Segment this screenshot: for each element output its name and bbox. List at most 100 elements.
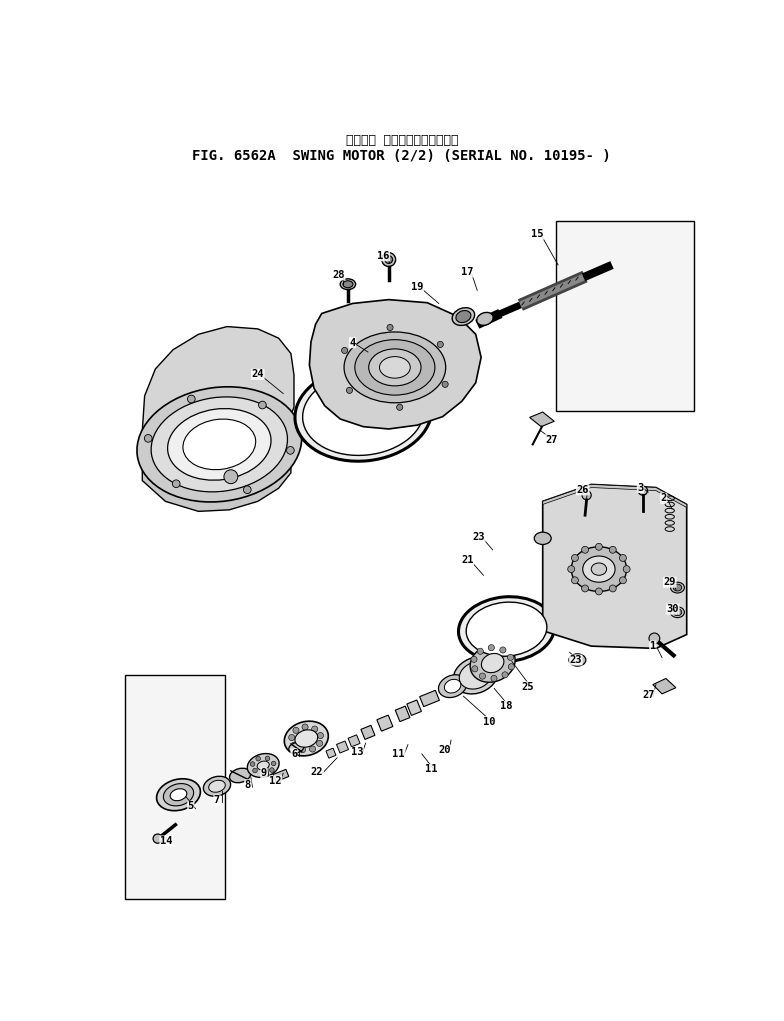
Polygon shape [336, 741, 349, 753]
Text: FIG. 6562A  SWING MOTOR (2/2) (SERIAL NO. 10195- ): FIG. 6562A SWING MOTOR (2/2) (SERIAL NO.… [192, 149, 612, 163]
Ellipse shape [289, 742, 304, 753]
Circle shape [342, 347, 348, 353]
Ellipse shape [438, 675, 466, 697]
Circle shape [291, 742, 297, 748]
Circle shape [153, 834, 162, 843]
Circle shape [293, 727, 299, 733]
Circle shape [244, 486, 251, 493]
Ellipse shape [170, 789, 187, 800]
Ellipse shape [355, 340, 435, 395]
Ellipse shape [163, 783, 194, 806]
Ellipse shape [368, 349, 421, 386]
Polygon shape [556, 222, 695, 411]
Circle shape [270, 768, 274, 772]
Text: 2: 2 [660, 493, 666, 503]
Circle shape [582, 585, 589, 592]
Text: 23: 23 [569, 655, 582, 665]
Text: スイング モータ　　　適用号機: スイング モータ 適用号機 [346, 134, 458, 147]
Circle shape [318, 732, 324, 738]
Ellipse shape [670, 582, 684, 593]
Circle shape [596, 543, 602, 550]
Text: 23: 23 [473, 532, 485, 542]
Text: 10: 10 [483, 717, 495, 727]
Text: 27: 27 [642, 689, 655, 699]
Ellipse shape [569, 653, 586, 666]
Circle shape [302, 724, 308, 730]
Circle shape [568, 566, 575, 573]
Ellipse shape [343, 281, 353, 288]
Circle shape [311, 726, 318, 732]
Circle shape [259, 401, 267, 408]
Text: 25: 25 [522, 682, 535, 692]
Circle shape [347, 387, 353, 393]
Circle shape [572, 577, 579, 584]
Circle shape [310, 746, 316, 752]
Polygon shape [407, 700, 422, 716]
Text: 26: 26 [576, 485, 589, 495]
Ellipse shape [583, 556, 615, 582]
Ellipse shape [673, 584, 682, 591]
Polygon shape [395, 707, 410, 722]
Polygon shape [310, 299, 481, 429]
Polygon shape [653, 679, 676, 694]
Polygon shape [273, 769, 289, 782]
Text: 22: 22 [310, 767, 323, 777]
Ellipse shape [477, 312, 493, 326]
Text: 30: 30 [666, 604, 679, 615]
Text: 17: 17 [461, 266, 474, 277]
Polygon shape [348, 735, 360, 746]
Circle shape [638, 486, 648, 495]
Text: 15: 15 [531, 229, 543, 239]
Ellipse shape [470, 644, 515, 682]
Polygon shape [361, 725, 375, 739]
Ellipse shape [137, 387, 302, 502]
Circle shape [508, 664, 514, 670]
Text: 24: 24 [252, 370, 264, 380]
Ellipse shape [534, 532, 551, 544]
Ellipse shape [459, 596, 554, 662]
Circle shape [619, 577, 626, 584]
Text: 11: 11 [425, 765, 437, 774]
Circle shape [286, 446, 294, 454]
Ellipse shape [303, 372, 424, 455]
Text: 4: 4 [350, 338, 356, 348]
Ellipse shape [456, 310, 471, 323]
Ellipse shape [168, 408, 271, 480]
Circle shape [442, 381, 448, 387]
Polygon shape [143, 327, 294, 459]
Ellipse shape [445, 679, 461, 693]
Text: 8: 8 [245, 780, 251, 789]
Ellipse shape [591, 563, 607, 575]
Ellipse shape [285, 721, 328, 756]
Text: 13: 13 [351, 747, 364, 758]
Polygon shape [326, 748, 336, 759]
Polygon shape [125, 675, 225, 898]
Circle shape [623, 566, 630, 573]
Ellipse shape [340, 279, 356, 290]
Text: 12: 12 [269, 776, 281, 786]
Circle shape [582, 546, 589, 553]
Circle shape [172, 480, 180, 488]
Polygon shape [543, 484, 687, 648]
Circle shape [499, 647, 506, 653]
Ellipse shape [481, 653, 504, 673]
Circle shape [317, 740, 323, 746]
Circle shape [265, 757, 270, 761]
Ellipse shape [466, 602, 547, 657]
Text: 18: 18 [500, 701, 513, 712]
Circle shape [382, 252, 396, 266]
Text: 7: 7 [214, 795, 220, 806]
Text: 14: 14 [160, 836, 172, 846]
Text: 9: 9 [261, 768, 267, 778]
Circle shape [491, 675, 497, 681]
Polygon shape [419, 690, 439, 707]
Text: 27: 27 [545, 435, 557, 445]
Circle shape [252, 768, 257, 773]
Text: 28: 28 [332, 270, 345, 280]
Ellipse shape [151, 397, 288, 492]
Ellipse shape [673, 609, 682, 616]
Text: 29: 29 [663, 577, 676, 587]
Ellipse shape [230, 768, 251, 783]
Ellipse shape [203, 776, 230, 796]
Circle shape [488, 644, 495, 650]
